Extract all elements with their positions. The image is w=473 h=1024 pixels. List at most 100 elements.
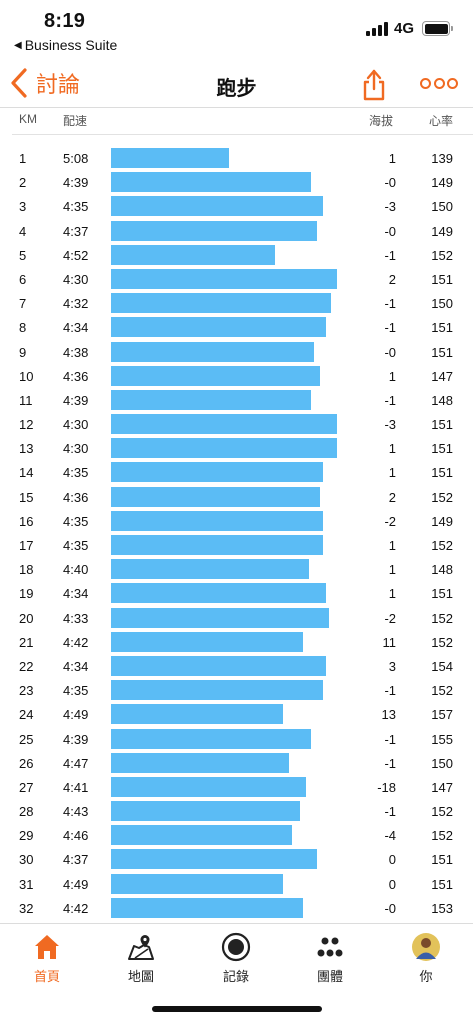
split-elevation: -3 — [384, 199, 396, 215]
tab-record[interactable]: 記錄 — [196, 932, 276, 985]
more-options-button[interactable] — [420, 76, 458, 90]
split-km: 11 — [19, 392, 33, 408]
split-pace: 4:40 — [63, 562, 89, 578]
back-triangle-icon: ◀ — [14, 39, 22, 51]
split-pace: 4:52 — [63, 247, 89, 263]
split-km: 19 — [19, 586, 34, 602]
cellular-signal-icon — [366, 22, 388, 36]
split-elevation: -2 — [384, 513, 396, 529]
split-elevation: 0 — [388, 852, 396, 868]
split-km: 12 — [19, 417, 34, 433]
split-elevation: -1 — [384, 296, 396, 312]
table-row: 28 4:43 -1 152 — [0, 799, 473, 823]
split-pace: 4:32 — [63, 296, 89, 312]
split-km: 29 — [19, 828, 34, 844]
split-pace: 4:35 — [63, 683, 89, 699]
split-km: 9 — [19, 344, 27, 360]
table-row: 23 4:35 -1 152 — [0, 678, 473, 702]
table-row: 17 4:35 1 152 — [0, 533, 473, 557]
split-km: 5 — [19, 247, 27, 263]
pace-bar — [111, 148, 229, 168]
split-pace: 4:42 — [63, 634, 89, 650]
table-row: 14 4:35 1 151 — [0, 460, 473, 484]
pace-bar — [111, 607, 329, 628]
split-heart-rate: 147 — [431, 779, 453, 795]
split-pace: 4:36 — [63, 368, 89, 384]
back-app-label: Business Suite — [24, 37, 118, 53]
pace-bar — [111, 583, 326, 604]
tab-label: 地圖 — [127, 969, 154, 984]
split-heart-rate: 150 — [431, 296, 453, 312]
tab-map[interactable]: 地圖 — [101, 932, 181, 985]
split-km: 16 — [19, 513, 34, 529]
table-row: 5 4:52 -1 152 — [0, 243, 473, 267]
split-pace: 4:39 — [63, 731, 89, 747]
table-row: 6 4:30 2 151 — [0, 267, 473, 291]
back-to-app-link[interactable]: ◀ Business Suite — [14, 37, 117, 53]
status-bar: 8:19 ◀ Business Suite 4G — [0, 0, 473, 60]
tab-home[interactable]: 首頁 — [7, 932, 87, 985]
split-elevation: -1 — [384, 804, 396, 820]
split-pace: 4:30 — [63, 271, 89, 287]
table-row: 31 4:49 0 151 — [0, 872, 473, 896]
pace-bar — [111, 873, 283, 894]
split-elevation: 3 — [388, 658, 396, 674]
tab-label: 團體 — [316, 969, 343, 984]
avatar — [412, 933, 440, 961]
table-row: 18 4:40 1 148 — [0, 557, 473, 581]
split-elevation: -1 — [384, 392, 396, 408]
pace-bar — [111, 268, 337, 289]
split-km: 28 — [19, 804, 34, 820]
split-km: 15 — [19, 489, 34, 505]
pace-bar — [111, 244, 275, 265]
more-dot-icon — [433, 77, 445, 89]
table-row: 20 4:33 -2 152 — [0, 606, 473, 630]
split-heart-rate: 154 — [431, 658, 453, 674]
pace-bar — [111, 559, 309, 580]
split-elevation: -4 — [384, 828, 396, 844]
more-dot-icon — [447, 77, 458, 89]
nav-bar: 討論 跑步 — [0, 60, 473, 108]
home-icon — [35, 935, 59, 959]
battery-icon — [422, 21, 453, 36]
table-row: 8 4:34 -1 151 — [0, 315, 473, 339]
split-elevation: -1 — [384, 683, 396, 699]
tab-groups[interactable]: 團體 — [290, 932, 370, 985]
split-km: 26 — [19, 755, 34, 771]
table-row: 1 5:08 1 139 — [0, 146, 473, 170]
split-heart-rate: 151 — [431, 876, 453, 892]
split-heart-rate: 152 — [431, 610, 453, 626]
split-pace: 4:36 — [63, 489, 89, 505]
split-km: 23 — [19, 683, 34, 699]
split-elevation: 11 — [382, 634, 397, 650]
split-pace: 5:08 — [63, 151, 89, 166]
share-button[interactable] — [358, 66, 390, 102]
table-row: 10 4:36 1 147 — [0, 364, 473, 388]
split-km: 10 — [19, 368, 34, 384]
split-km: 20 — [19, 610, 34, 626]
pace-bar — [111, 849, 318, 870]
tab-you[interactable]: 你 — [386, 932, 466, 985]
pace-bar — [111, 510, 323, 531]
split-pace: 4:39 — [63, 175, 89, 191]
pace-bar — [111, 341, 315, 362]
table-row: 30 4:37 0 151 — [0, 847, 473, 871]
pace-bar — [111, 655, 326, 676]
share-icon — [363, 69, 385, 101]
table-row: 24 4:49 13 157 — [0, 702, 473, 726]
split-elevation: 1 — [388, 465, 396, 481]
table-row: 19 4:34 1 151 — [0, 581, 473, 605]
split-km: 17 — [19, 538, 34, 553]
chevron-left-icon — [11, 68, 27, 98]
back-button[interactable]: 討論 — [8, 66, 80, 100]
pace-bar — [111, 486, 320, 507]
split-km: 32 — [19, 900, 34, 916]
split-pace: 4:41 — [63, 779, 89, 795]
more-dot-icon — [420, 77, 431, 89]
table-row: 15 4:36 2 152 — [0, 485, 473, 509]
split-km: 6 — [19, 271, 27, 287]
split-pace: 4:37 — [63, 852, 89, 868]
split-heart-rate: 151 — [431, 417, 453, 433]
split-pace: 4:47 — [63, 755, 89, 771]
split-elevation: 1 — [388, 441, 396, 457]
